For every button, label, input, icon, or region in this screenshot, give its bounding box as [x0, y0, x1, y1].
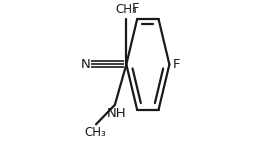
Text: F: F	[132, 2, 139, 15]
Text: CH₃: CH₃	[116, 3, 137, 16]
Text: F: F	[173, 58, 180, 71]
Text: N: N	[80, 58, 90, 71]
Text: CH₃: CH₃	[85, 126, 106, 139]
Text: NH: NH	[106, 107, 126, 120]
